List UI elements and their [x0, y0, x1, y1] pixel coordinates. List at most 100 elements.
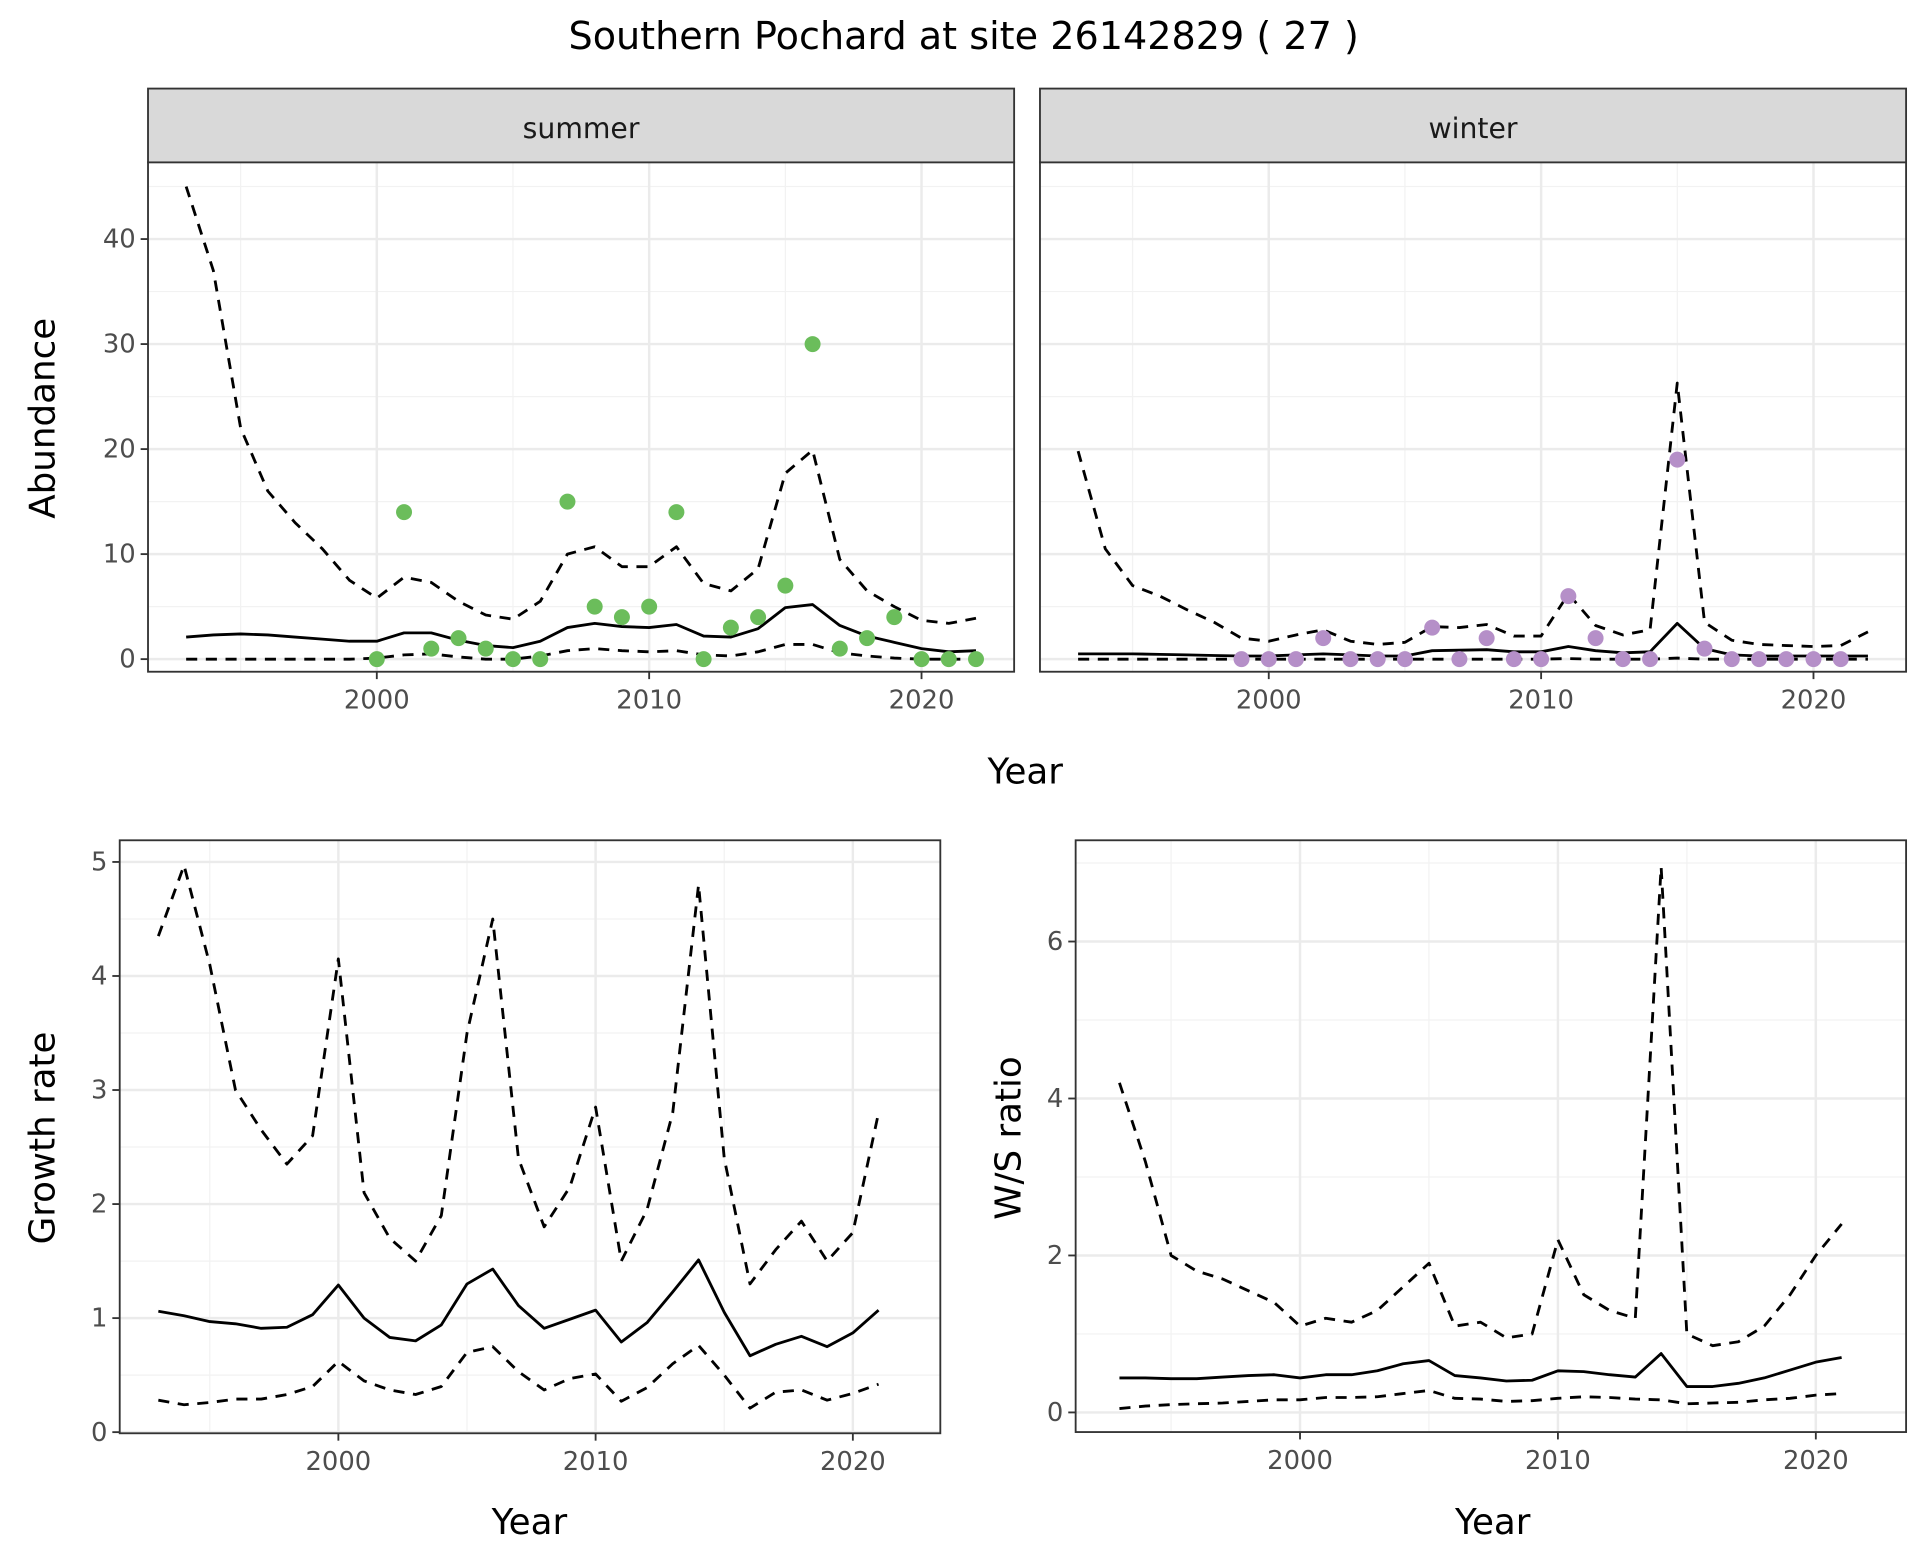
panel-1-data-point	[1560, 588, 1577, 605]
panel-3-y-tick-label: 0	[1047, 1398, 1063, 1428]
panel-0-y-tick-label: 20	[103, 435, 136, 465]
strip-winter-bg	[1039, 87, 1908, 164]
panel-0-y-tick-label: 30	[103, 330, 136, 360]
panel-0-data-point	[613, 609, 630, 626]
panel-0-data-point	[750, 609, 767, 626]
panel-0-data-point	[968, 651, 984, 668]
panel-2-series-lower-line	[158, 1344, 880, 1410]
panel-2-y-tick-label: 5	[91, 848, 107, 878]
panel-0-data-point	[559, 493, 576, 510]
panel-2-background	[119, 840, 941, 1434]
panel-0-data-point	[477, 640, 494, 657]
panel-1-data-point	[1614, 651, 1631, 668]
panel-2-y-tick-label: 3	[91, 1076, 107, 1106]
panel-3-background	[1075, 840, 1907, 1433]
panel-1-data-point	[1805, 651, 1822, 668]
ws-y-axis-title: W/S ratio	[988, 1056, 1029, 1219]
panel-1-background	[1039, 162, 1907, 672]
panel-1-data-point	[1369, 651, 1386, 668]
panel-2-y-tick-label: 2	[91, 1190, 107, 1220]
panel-1-series-lower-line	[1078, 656, 1868, 661]
panel-2-x-tick-label: 2020	[820, 1447, 886, 1477]
panel-3-y-tick-label: 6	[1047, 927, 1063, 957]
panel-3-x-tick-label: 2020	[1783, 1446, 1849, 1476]
panel-1-data-point	[1778, 651, 1795, 668]
panel-1-x-tick-label: 2010	[1508, 686, 1574, 716]
strip-summer-label: summer	[523, 112, 640, 145]
panel-1-data-point	[1696, 640, 1713, 657]
panel-0-data-point	[886, 609, 903, 626]
panel-1-data-point	[1533, 651, 1550, 668]
panel-1-data-point	[1287, 651, 1304, 668]
chart-title: Southern Pochard at site 26142829 ( 27 )	[568, 14, 1358, 58]
panel-0-x-tick-label: 2010	[616, 686, 682, 716]
strip-winter-label: winter	[1429, 112, 1518, 145]
panel-0-x-tick-label: 2020	[889, 686, 955, 716]
panel-1-x-tick-label: 2020	[1781, 686, 1847, 716]
panel-1-data-point	[1505, 651, 1522, 668]
top-x-axis-title: Year	[986, 752, 1063, 793]
panel-0-data-point	[695, 651, 712, 668]
panel-1-data-point	[1424, 619, 1441, 636]
panel-1-x-tick-label: 2000	[1236, 686, 1302, 716]
panel-0-data-point	[940, 651, 957, 668]
panel-3-series-mean-line	[1119, 1352, 1842, 1388]
panel-1-data-point	[1260, 651, 1277, 668]
panel-0-series-mean-line	[186, 603, 977, 654]
panel-3-series-upper-line	[1118, 865, 1843, 1348]
panel-3-series-lower-line	[1119, 1389, 1842, 1410]
panel-0-data-point	[859, 630, 876, 647]
panel-0-data-point	[396, 504, 413, 521]
panel-1-data-point	[1723, 651, 1740, 668]
panel-2-y-tick-label: 1	[91, 1304, 107, 1334]
panel-1-border	[1039, 161, 1908, 673]
growth-x-axis-title: Year	[491, 1502, 568, 1543]
panel-0-background	[148, 162, 1015, 672]
panel-3-x-tick-label: 2010	[1525, 1446, 1591, 1476]
panel-0-data-point	[368, 651, 385, 668]
panel-1-data-point	[1451, 651, 1468, 668]
panel-0-data-point	[804, 336, 821, 353]
panel-2-border	[118, 839, 942, 1435]
panel-1-data-point	[1233, 651, 1250, 668]
panel-0-data-point	[586, 598, 603, 615]
ws-x-axis-title: Year	[1454, 1502, 1531, 1543]
panel-3-y-tick-label: 2	[1047, 1241, 1063, 1271]
panel-3-border	[1074, 839, 1908, 1433]
panel-1-data-point	[1342, 651, 1359, 668]
panel-3-x-tick-label: 2000	[1267, 1446, 1333, 1476]
panel-0-data-point	[777, 577, 794, 594]
panel-2-y-tick-label: 0	[91, 1418, 107, 1448]
panel-2-x-tick-label: 2000	[306, 1447, 372, 1477]
top-y-axis-title: Abundance	[23, 318, 64, 519]
panel-0-y-tick-label: 0	[119, 645, 135, 675]
panel-2-x-tick-label: 2010	[563, 1447, 629, 1477]
panel-0-data-point	[831, 640, 848, 657]
panel-3-y-tick-label: 4	[1047, 1084, 1063, 1114]
panel-0-data-point	[423, 640, 440, 657]
panel-1-data-point	[1315, 630, 1332, 647]
panel-0-x-tick-label: 2000	[344, 686, 410, 716]
panel-0-data-point	[668, 504, 685, 521]
panel-2-y-tick-label: 4	[91, 962, 107, 992]
panel-2-series-mean-line	[158, 1258, 880, 1358]
panel-0-data-point	[913, 651, 930, 668]
panel-1-data-point	[1396, 651, 1413, 668]
panel-0-data-point	[532, 651, 549, 668]
strip-summer-bg	[147, 87, 1016, 164]
panel-2-series-upper-line	[157, 863, 880, 1286]
growth-y-axis-title: Growth rate	[23, 1032, 64, 1245]
panel-0-border	[147, 161, 1016, 673]
panel-1-data-point	[1669, 451, 1686, 468]
panel-0-series-lower-line	[186, 643, 976, 661]
panel-0-data-point	[641, 598, 658, 615]
panel-1-data-point	[1642, 651, 1659, 668]
panel-1-data-point	[1751, 651, 1768, 668]
panel-0-y-tick-label: 40	[103, 225, 136, 255]
panel-0-data-point	[722, 619, 739, 636]
panel-0-y-tick-label: 10	[103, 540, 136, 570]
panel-1-data-point	[1587, 630, 1604, 647]
panel-0-data-point	[450, 630, 467, 647]
panel-0-data-point	[504, 651, 521, 668]
